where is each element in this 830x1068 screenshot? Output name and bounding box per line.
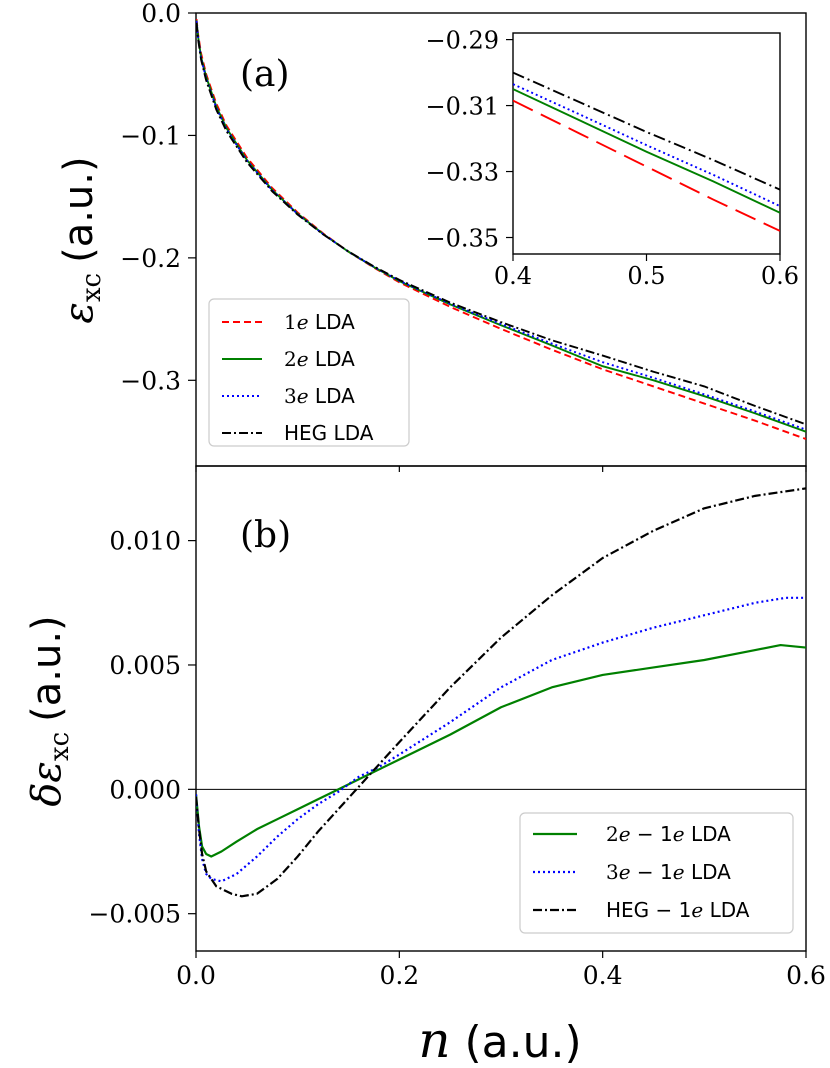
inset-ytick-label: −0.35 <box>425 225 499 253</box>
legend-a-prefix: 3 <box>284 384 297 408</box>
panel-a-label: (a) <box>240 54 290 95</box>
panel-a-ylabel-units: (a.u.) <box>56 156 102 263</box>
panel-b-xtick-label: 0.4 <box>583 961 623 990</box>
x-axis-label-symbol: n <box>418 1011 450 1068</box>
legend-b-box <box>519 812 794 934</box>
panel-b-xtick-label: 0.2 <box>379 961 419 990</box>
legend-b-symbol: e <box>691 898 703 922</box>
legend-b-symbol: e <box>673 822 685 846</box>
inset-ytick-label: −0.33 <box>425 159 499 187</box>
legend-a-suffix: LDA <box>309 310 356 334</box>
legend-a-suffix: LDA <box>309 347 356 371</box>
inset-series-4 <box>513 71 780 191</box>
legend-a-label-2: 2e LDA <box>284 347 355 371</box>
legend-b-text: LDA <box>703 898 750 922</box>
legend-a-box <box>208 298 410 447</box>
legend-a-symbol: e <box>297 347 309 371</box>
legend-a-suffix: LDA <box>309 384 356 408</box>
panel-b-ytick-label: 0.000 <box>109 775 181 804</box>
legend-b-symbol: e <box>619 860 631 884</box>
inset-ticks: −0.29 −0.31 −0.33 −0.35 0.4 0.5 0.6 <box>425 27 799 290</box>
legend-b-label-1: 2e − 1e LDA <box>606 822 731 846</box>
legend-b-text: LDA <box>685 822 732 846</box>
panel-b-ytick-label: −0.005 <box>88 900 181 929</box>
panel-a-ytick-label: −0.2 <box>120 244 181 273</box>
inset-xtick-label: 0.6 <box>761 262 799 290</box>
panel-b-series <box>196 487 806 898</box>
inset-series-2 <box>513 88 780 214</box>
legend-b-symbol: e <box>673 860 685 884</box>
legend-b-text: 2 <box>606 822 619 846</box>
inset-xtick-label: 0.5 <box>627 262 665 290</box>
panel-b-series-2 <box>196 596 806 883</box>
inset-series-3 <box>513 83 780 208</box>
panel-b-series-3 <box>196 487 806 898</box>
inset-background <box>428 18 800 286</box>
panel-a-ytick-label: 0.0 <box>141 0 181 28</box>
legend-b-text: − 1 <box>631 822 673 846</box>
legend-a-label-3: 3e LDA <box>284 384 355 408</box>
panel-a-ylabel-subscript: xc <box>77 273 107 302</box>
inset-series <box>513 71 780 232</box>
panel-b-ticks: 0.010 0.005 0.000 −0.005 0.0 0.2 0.4 0.6 <box>88 527 825 990</box>
panel-b-ytick-label: 0.005 <box>109 651 181 680</box>
legend-a-label-1: 1e LDA <box>284 310 355 334</box>
legend-a-label-4: HEG LDA <box>284 421 374 445</box>
legend-b-label-2: 3e − 1e LDA <box>606 860 731 884</box>
legend-a-prefix: HEG <box>284 421 327 445</box>
legend-a-symbol: e <box>297 310 309 334</box>
panel-b-frame <box>195 465 807 952</box>
inset-series-1 <box>513 99 780 232</box>
panel-b-ylabel-prefix: δ <box>24 783 70 807</box>
inset-plot: −0.29 −0.31 −0.33 −0.35 0.4 0.5 0.6 <box>425 18 800 290</box>
panel-b-xtick-label: 0.6 <box>786 961 826 990</box>
legend-b-text: LDA <box>685 860 732 884</box>
panel-b: 0.010 0.005 0.000 −0.005 0.0 0.2 0.4 0.6 (b) δε… <box>24 465 826 1068</box>
panel-b-label: (b) <box>240 515 291 556</box>
x-axis-label-units: (a.u.) <box>465 1017 582 1068</box>
legend-a-prefix: 2 <box>284 347 297 371</box>
inset-ytick-label: −0.29 <box>425 27 499 55</box>
legend-a-prefix: 1 <box>284 310 297 334</box>
panel-b-ytick-label: 0.010 <box>109 527 181 556</box>
legend-a-symbol: e <box>297 384 309 408</box>
legend-b-label-3: HEG − 1e LDA <box>606 898 750 922</box>
panel-a-ylabel: εxc (a.u.) <box>56 156 107 323</box>
panel-a-ylabel-symbol: ε <box>56 302 102 323</box>
panel-b-series-1 <box>196 643 806 858</box>
panel-a-series <box>196 19 806 440</box>
x-axis-label: n (a.u.) <box>418 1011 581 1068</box>
panel-b-xtick-label: 0.0 <box>176 961 216 990</box>
panel-a-ytick-label: −0.1 <box>120 121 181 150</box>
inset-xtick-label: 0.4 <box>494 262 532 290</box>
panel-a-yticks: 0.0 −0.1 −0.2 −0.3 <box>120 0 807 472</box>
panel-b-ylabel-subscript: xc <box>45 732 75 761</box>
panel-b-ylabel-symbol: ε <box>24 761 70 782</box>
legend-b-text: 3 <box>606 860 619 884</box>
panel-b-ylabel: δεxc (a.u.) <box>24 615 75 806</box>
legend-b-symbol: e <box>619 822 631 846</box>
legend-a-suffix: LDA <box>327 421 374 445</box>
panel-a-series-2 <box>196 20 806 433</box>
panel-b-ylabel-units: (a.u.) <box>24 615 70 722</box>
panel-a-series-4 <box>196 22 806 426</box>
legend-b-text: HEG − 1 <box>606 898 691 922</box>
inset-ytick-label: −0.31 <box>425 93 499 121</box>
panel-a-ytick-label: −0.3 <box>120 366 181 395</box>
legend-b-text: − 1 <box>631 860 673 884</box>
panel-a-series-3 <box>196 20 806 431</box>
